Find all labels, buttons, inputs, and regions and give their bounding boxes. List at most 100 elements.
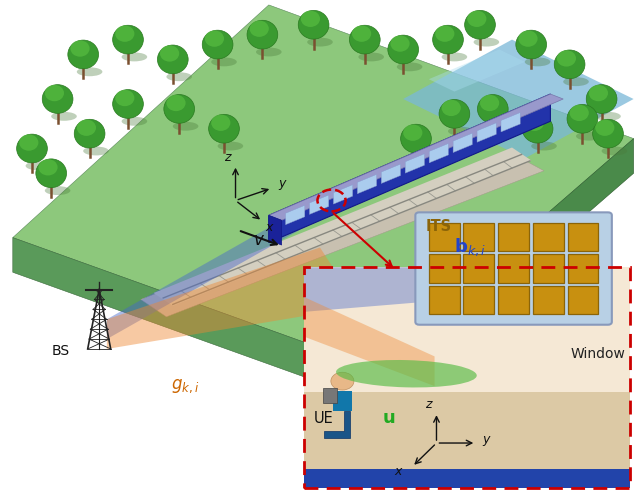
Ellipse shape [164, 95, 195, 123]
Polygon shape [357, 174, 376, 194]
Ellipse shape [160, 45, 179, 61]
Ellipse shape [388, 35, 419, 64]
Ellipse shape [70, 40, 90, 57]
Ellipse shape [358, 52, 384, 61]
Ellipse shape [45, 85, 64, 101]
Ellipse shape [209, 114, 239, 143]
Circle shape [331, 372, 354, 390]
Text: Window: Window [571, 347, 626, 361]
Polygon shape [405, 154, 424, 173]
Polygon shape [501, 112, 520, 132]
Ellipse shape [115, 90, 134, 106]
Ellipse shape [563, 77, 589, 86]
Ellipse shape [68, 40, 99, 69]
Polygon shape [107, 248, 358, 349]
Ellipse shape [557, 50, 576, 67]
Ellipse shape [122, 117, 147, 126]
Ellipse shape [586, 85, 617, 113]
Polygon shape [310, 195, 329, 214]
Ellipse shape [166, 95, 186, 111]
FancyBboxPatch shape [463, 223, 494, 251]
Text: y: y [278, 177, 286, 190]
Text: $v$: $v$ [253, 231, 265, 249]
Ellipse shape [307, 38, 333, 47]
Ellipse shape [247, 20, 278, 49]
Polygon shape [453, 133, 472, 152]
Ellipse shape [26, 161, 51, 170]
Ellipse shape [51, 112, 77, 121]
Ellipse shape [113, 90, 143, 118]
Ellipse shape [256, 48, 282, 56]
FancyBboxPatch shape [498, 223, 529, 251]
Polygon shape [13, 5, 634, 366]
Ellipse shape [83, 147, 109, 155]
Ellipse shape [77, 119, 96, 136]
Text: ITS: ITS [426, 219, 452, 234]
Ellipse shape [301, 10, 320, 27]
Polygon shape [269, 215, 282, 245]
FancyBboxPatch shape [533, 254, 564, 283]
FancyBboxPatch shape [323, 388, 337, 403]
Polygon shape [13, 238, 371, 401]
Ellipse shape [349, 25, 380, 54]
Ellipse shape [36, 159, 67, 188]
Polygon shape [333, 391, 352, 411]
FancyBboxPatch shape [429, 286, 460, 314]
Text: $\mathbf{b}_{k,i}$: $\mathbf{b}_{k,i}$ [454, 237, 486, 258]
Ellipse shape [439, 99, 470, 128]
Ellipse shape [218, 142, 243, 150]
Polygon shape [429, 50, 525, 92]
Ellipse shape [474, 38, 499, 47]
Ellipse shape [352, 25, 371, 42]
Ellipse shape [113, 25, 143, 54]
Ellipse shape [595, 119, 614, 136]
Polygon shape [154, 148, 531, 306]
Ellipse shape [465, 10, 495, 39]
Polygon shape [477, 123, 496, 142]
FancyBboxPatch shape [498, 286, 529, 314]
Ellipse shape [211, 57, 237, 66]
Polygon shape [141, 153, 544, 317]
FancyBboxPatch shape [533, 223, 564, 251]
Ellipse shape [522, 114, 553, 143]
Text: x: x [394, 465, 402, 478]
Ellipse shape [298, 10, 329, 39]
Ellipse shape [595, 112, 621, 121]
Ellipse shape [525, 114, 544, 131]
FancyBboxPatch shape [533, 286, 564, 314]
Ellipse shape [570, 105, 589, 121]
Ellipse shape [45, 186, 70, 195]
Ellipse shape [250, 20, 269, 37]
Ellipse shape [403, 125, 422, 141]
Ellipse shape [211, 114, 230, 131]
Ellipse shape [593, 119, 623, 148]
Text: $\mathbf{u}$: $\mathbf{u}$ [382, 409, 395, 427]
Ellipse shape [166, 72, 192, 81]
FancyBboxPatch shape [304, 267, 630, 469]
Polygon shape [403, 40, 634, 158]
Ellipse shape [77, 67, 102, 76]
Ellipse shape [442, 99, 461, 116]
Ellipse shape [390, 36, 410, 52]
Text: z: z [224, 151, 230, 164]
Ellipse shape [115, 25, 134, 42]
Text: $g_{k,i}$: $g_{k,i}$ [172, 377, 200, 395]
Ellipse shape [531, 142, 557, 150]
Ellipse shape [433, 25, 463, 54]
Ellipse shape [602, 147, 627, 155]
Ellipse shape [448, 127, 474, 136]
Ellipse shape [38, 159, 58, 176]
FancyBboxPatch shape [415, 212, 612, 325]
Ellipse shape [576, 132, 602, 141]
Ellipse shape [42, 85, 73, 113]
Ellipse shape [486, 122, 512, 131]
Text: x: x [265, 221, 273, 234]
Ellipse shape [173, 122, 198, 131]
FancyBboxPatch shape [568, 254, 598, 283]
Ellipse shape [410, 151, 435, 160]
Text: y: y [483, 433, 490, 446]
FancyBboxPatch shape [568, 286, 598, 314]
Polygon shape [304, 267, 484, 312]
Polygon shape [429, 144, 449, 163]
Ellipse shape [202, 30, 233, 59]
